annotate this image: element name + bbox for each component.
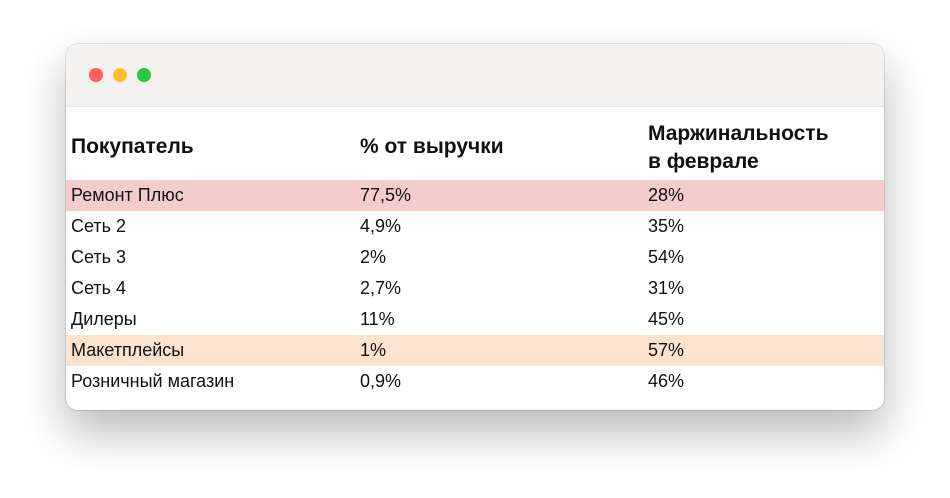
header-margin-line1: Маржинальность [648, 122, 829, 145]
header-margin-line2: в феврале [648, 150, 759, 173]
cell-revenue-share: 1% [360, 340, 387, 360]
table-row: Сеть 2 4,9% 35% [66, 211, 884, 242]
maximize-window-button[interactable] [137, 68, 151, 82]
cell-margin: 54% [648, 247, 685, 267]
table-header-row: Покупатель % от выручки Маржинальность в… [66, 106, 884, 180]
header-buyer: Покупатель [71, 135, 194, 158]
cell-buyer: Ремонт Плюс [71, 185, 184, 205]
cell-revenue-share: 2% [360, 247, 387, 267]
cell-revenue-share: 2,7% [360, 278, 402, 298]
cell-revenue-share: 4,9% [360, 216, 402, 236]
header-revenue-share: % от выручки [360, 135, 504, 158]
cell-margin: 28% [648, 185, 685, 205]
app-window: Покупатель % от выручки Маржинальность в… [66, 44, 884, 410]
table-row: Ремонт Плюс 77,5% 28% [66, 180, 884, 211]
header-margin-february: Маржинальность в феврале [648, 120, 878, 176]
cell-margin: 57% [648, 340, 685, 360]
cell-buyer: Розничный магазин [71, 371, 235, 391]
cell-buyer: Сеть 2 [71, 216, 127, 236]
title-bar [66, 44, 884, 107]
buyers-table: Покупатель % от выручки Маржинальность в… [66, 106, 884, 397]
table-row: Сеть 3 2% 54% [66, 242, 884, 273]
cell-revenue-share: 77,5% [360, 185, 412, 205]
close-window-button[interactable] [89, 68, 103, 82]
cell-margin: 46% [648, 371, 685, 391]
table-row: Розничный магазин 0,9% 46% [66, 366, 884, 397]
cell-margin: 31% [648, 278, 685, 298]
cell-revenue-share: 0,9% [360, 371, 402, 391]
table-row: Дилеры 11% 45% [66, 304, 884, 335]
minimize-window-button[interactable] [113, 68, 127, 82]
table-row: Сеть 4 2,7% 31% [66, 273, 884, 304]
cell-margin: 45% [648, 309, 685, 329]
table-row: Макетплейсы 1% 57% [66, 335, 884, 366]
cell-margin: 35% [648, 216, 685, 236]
cell-revenue-share: 11% [360, 309, 395, 329]
cell-buyer: Дилеры [71, 309, 137, 329]
cell-buyer: Макетплейсы [71, 340, 185, 360]
cell-buyer: Сеть 4 [71, 278, 127, 298]
cell-buyer: Сеть 3 [71, 247, 127, 267]
